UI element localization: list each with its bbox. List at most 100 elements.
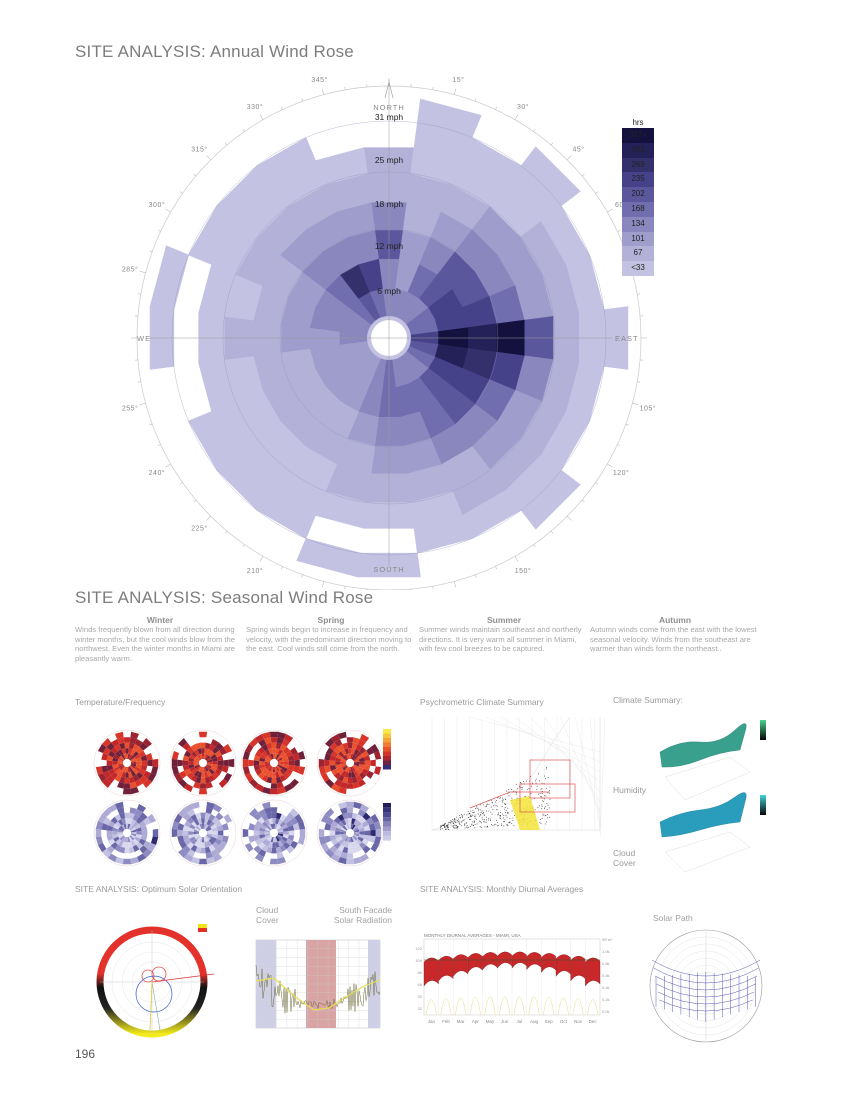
solar-path-chart <box>649 929 763 1043</box>
season-summer: Summer Summer winds maintain southeast a… <box>419 615 589 654</box>
legend-item: 235 <box>622 172 654 188</box>
diurnal-chart-title: MONTHLY DIURNAL AVERAGES - MIAMI, USA <box>424 933 521 938</box>
speed-ring-label: 18 mph <box>375 199 404 209</box>
degree-label: 225° <box>191 525 207 533</box>
speed-ring-label: 12 mph <box>375 241 404 251</box>
degree-label: 45° <box>572 145 584 153</box>
cardinal-label: WE <box>137 334 151 343</box>
season-text: Winds frequently blown from all directio… <box>75 625 235 663</box>
seasonal-wind-rose-title: SITE ANALYSIS: Seasonal Wind Rose <box>75 588 374 607</box>
speed-ring-label: 6 mph <box>377 286 401 296</box>
annual-wind-rose-title: SITE ANALYSIS: Annual Wind Rose <box>75 42 354 61</box>
season-title: Spring <box>317 615 345 625</box>
speed-ring-label: 31 mph <box>375 112 404 122</box>
degree-label: 330° <box>247 103 263 111</box>
degree-label: 30° <box>517 103 529 111</box>
month-label: Jun <box>501 1019 509 1024</box>
solar-path-label: Solar Path <box>653 913 693 923</box>
south-facade-label-a: South Facade <box>339 905 392 915</box>
svg-text:W/ m²: W/ m² <box>602 937 612 942</box>
wind-rose-cell <box>296 538 362 578</box>
temp-freq-label: Temperature/Frequency <box>75 697 166 707</box>
season-title: Summer <box>486 615 521 625</box>
cardinal-label: NORTH <box>373 103 405 112</box>
annual-wind-rose-chart: 15°30°45°60°75°105°120°150°165°195°210°2… <box>122 76 656 590</box>
cloud-cover-label-b: Cover <box>613 858 636 868</box>
solar-orientation-title: SITE ANALYSIS: Optimum Solar Orientation <box>75 884 243 894</box>
climate-summary-surfaces <box>659 720 766 872</box>
month-label: Dec <box>589 1019 598 1024</box>
degree-label: 315° <box>191 145 207 153</box>
legend-item: 303 <box>622 142 654 158</box>
south-facade-radiation-chart <box>255 939 381 1029</box>
psychrometric-chart <box>431 716 605 837</box>
svg-text:32: 32 <box>418 1006 423 1011</box>
month-label: Sep <box>545 1019 554 1024</box>
degree-label: 150° <box>515 567 531 575</box>
svg-text:1.0k: 1.0k <box>602 949 610 954</box>
season-text: Spring winds begin to increase in freque… <box>246 625 412 654</box>
month-label: Jan <box>428 1019 436 1024</box>
svg-text:0.2k: 0.2k <box>602 997 610 1002</box>
svg-text:0.6k: 0.6k <box>602 973 610 978</box>
cloud-cover-label-a: Cloud <box>613 848 636 858</box>
month-label: Nov <box>574 1019 583 1024</box>
south-facade-label-b: Solar Radiation <box>333 915 392 925</box>
svg-text:86: 86 <box>418 970 423 975</box>
degree-label: 285° <box>122 266 138 274</box>
legend-item: 101 <box>622 231 654 247</box>
page-number: 196 <box>75 1047 96 1061</box>
degree-label: 210° <box>247 567 263 575</box>
svg-text:0.4k: 0.4k <box>602 985 610 990</box>
cloud-cover-label-a2: Cloud <box>256 905 279 915</box>
degree-label: 345° <box>311 76 327 84</box>
legend-item: 269 <box>622 157 654 173</box>
month-label: Mar <box>457 1019 465 1024</box>
cloud-cover-label-b2: Cover <box>256 915 279 925</box>
legend-item: 168 <box>622 201 654 217</box>
season-winter: Winter Winds frequently blown from all d… <box>75 615 245 663</box>
degree-label: 15° <box>452 76 464 84</box>
climate-summary-label: Climate Summary: <box>613 695 683 705</box>
legend-item: 67 <box>622 246 654 262</box>
season-text: Summer winds maintain southeast and nort… <box>419 625 582 654</box>
legend-item: <33 <box>622 261 654 276</box>
month-label: Aug <box>530 1019 539 1024</box>
season-title: Autumn <box>658 615 692 625</box>
season-autumn: Autumn Autumn winds come from the east w… <box>590 615 760 654</box>
cardinal-label: SOUTH <box>373 565 404 574</box>
degree-label: 240° <box>149 469 165 477</box>
svg-text:50: 50 <box>418 994 423 999</box>
month-label: Feb <box>442 1019 450 1024</box>
seasonal-mini-roses <box>93 729 391 867</box>
degree-label: 255° <box>122 404 138 412</box>
svg-text:68: 68 <box>418 982 423 987</box>
season-title: Winter <box>146 615 174 625</box>
svg-text:0.8k: 0.8k <box>602 961 610 966</box>
wind-rose-cell <box>149 245 189 311</box>
solar-orientation-dial <box>96 924 215 1038</box>
cardinal-label: EAST <box>615 334 639 343</box>
legend-item: 337+ <box>622 128 654 143</box>
speed-ring-label: 25 mph <box>375 155 404 165</box>
month-label: Oct <box>560 1019 568 1024</box>
svg-text:104: 104 <box>415 958 422 963</box>
season-text: Autumn winds come from the east with the… <box>590 625 757 654</box>
month-label: Apr <box>472 1019 480 1024</box>
svg-text:0.0k: 0.0k <box>602 1009 610 1014</box>
legend-item: 134 <box>622 216 654 232</box>
psychro-label: Psychrometric Climate Summary <box>420 697 544 707</box>
degree-label: 105° <box>640 404 656 412</box>
legend-header: hrs <box>632 118 644 127</box>
degree-label: 120° <box>613 469 629 477</box>
svg-text:122: 122 <box>415 946 422 951</box>
season-spring: Spring Spring winds begin to increase in… <box>246 615 416 654</box>
degree-label: 60° <box>615 201 627 209</box>
humidity-label: Humidity <box>613 785 647 795</box>
degree-label: 300° <box>149 201 165 209</box>
monthly-diurnal-chart: MONTHLY DIURNAL AVERAGES - MIAMI, USA Ja… <box>415 933 612 1024</box>
wind-rose-legend: hrs 337+ 303 269 235 202 168 134 101 67 <33 <box>622 118 654 276</box>
legend-item: 202 <box>622 187 654 202</box>
diurnal-averages-title: SITE ANALYSIS: Monthly Diurnal Averages <box>420 884 584 894</box>
month-label: May <box>486 1019 495 1024</box>
